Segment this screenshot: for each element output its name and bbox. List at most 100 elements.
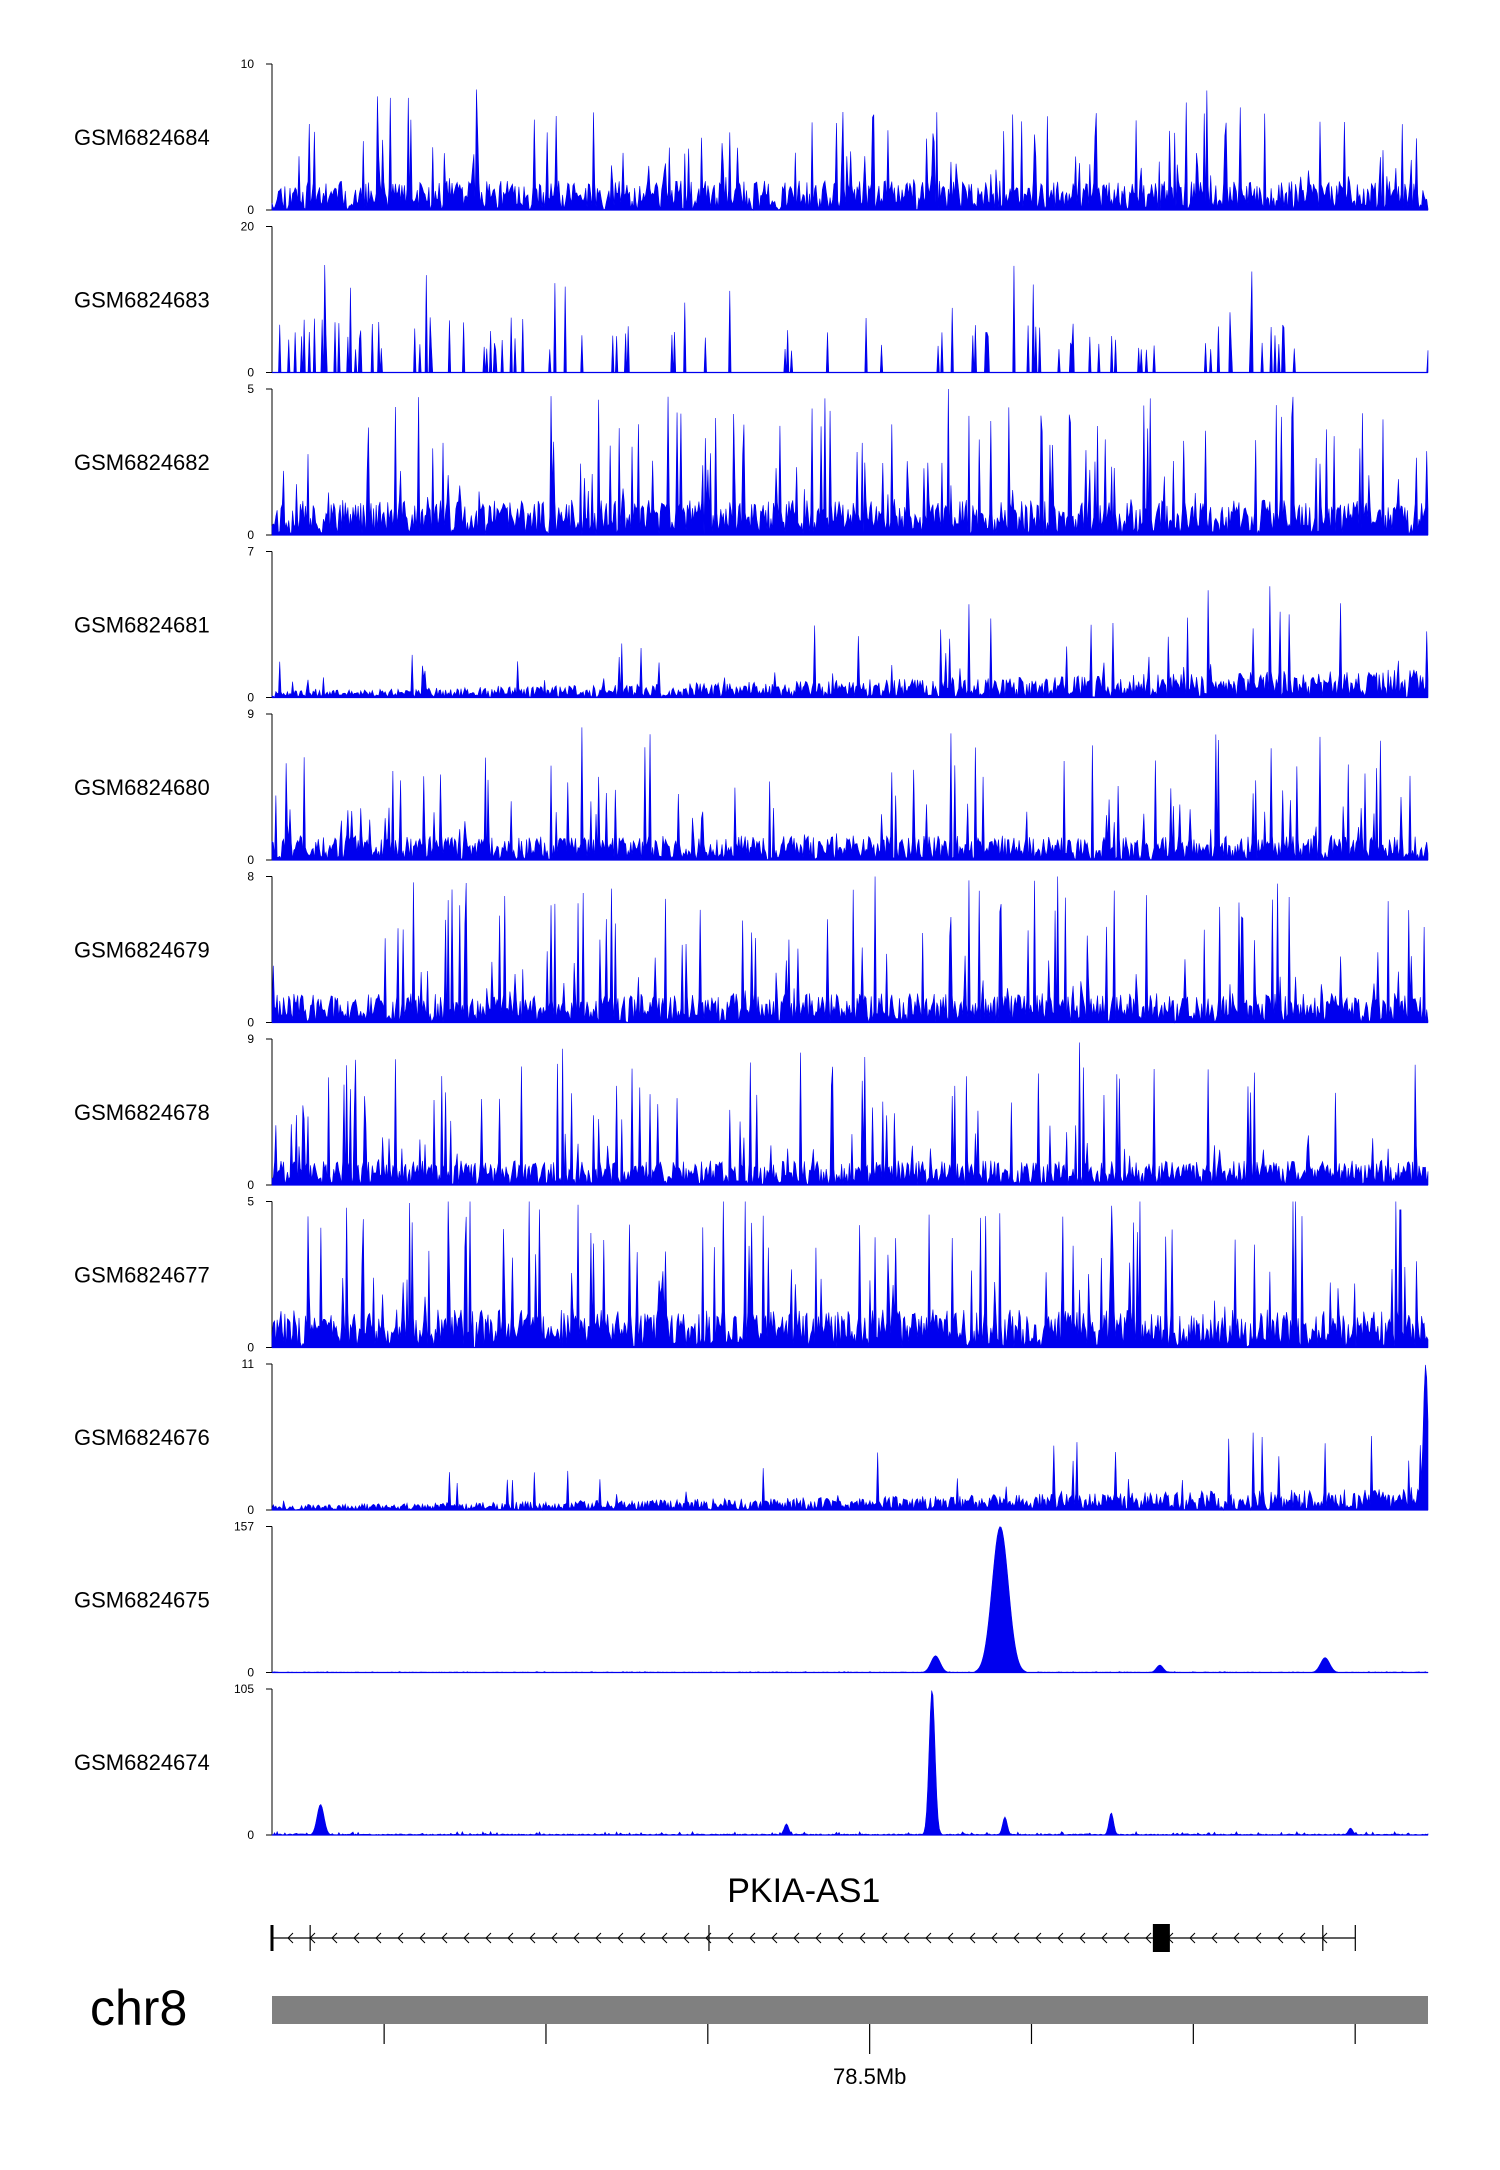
gene-strand-arrow [463, 1932, 470, 1944]
track-signal-area [271, 1364, 1429, 1511]
track-ymax-label: 5 [247, 1195, 254, 1209]
track-GSM6824682: GSM6824682 5 0 [74, 382, 1429, 542]
track-signal-area [271, 876, 1429, 1024]
gene-strand-arrow [1013, 1932, 1020, 1944]
track-ymin-label: 0 [247, 1016, 254, 1030]
axis-position-label: 78.5Mb [833, 2064, 906, 2089]
gene-strand-arrow [837, 1932, 844, 1944]
track-signal-area [271, 1201, 1429, 1348]
track-GSM6824677: GSM6824677 5 0 [74, 1195, 1429, 1355]
track-ymax-label: 11 [242, 1357, 255, 1371]
track-ymin-label: 0 [247, 1503, 254, 1517]
gene-strand-arrow [793, 1932, 800, 1944]
track-signal-area [271, 1690, 1429, 1836]
gene-strand-arrow [595, 1932, 602, 1944]
gene-strand-arrow [947, 1932, 954, 1944]
genomic-axis: 78.5Mb [383, 2024, 1356, 2089]
gene-strand-arrow [749, 1932, 756, 1944]
gene-strand-arrow [1057, 1932, 1064, 1944]
track-ymax-label: 9 [247, 707, 254, 721]
gene-strand-arrow [925, 1932, 932, 1944]
gene-strand-arrow [903, 1932, 910, 1944]
track-ymax-label: 8 [247, 870, 254, 884]
gene-strand-arrow [1189, 1932, 1196, 1944]
track-signal-area [271, 89, 1429, 211]
track-label: GSM6824679 [74, 938, 210, 963]
track-label: GSM6824676 [74, 1425, 210, 1450]
gene-strand-arrow [375, 1932, 382, 1944]
gene-strand-arrow [991, 1932, 998, 1944]
gene-strand-arrow [1079, 1932, 1086, 1944]
gene-strand-arrow [397, 1932, 404, 1944]
gene-strand-arrow [683, 1932, 690, 1944]
track-GSM6824678: GSM6824678 9 0 [74, 1032, 1429, 1192]
gene-name-label: PKIA-AS1 [727, 1872, 880, 1910]
track-ymin-label: 0 [247, 691, 254, 705]
gene-strand-arrow [331, 1932, 338, 1944]
gene-strand-arrow [485, 1932, 492, 1944]
track-ymin-label: 0 [247, 1341, 254, 1355]
gene-strand-arrow [529, 1932, 536, 1944]
track-ymax-label: 9 [247, 1032, 254, 1046]
gene-strand-arrow [727, 1932, 734, 1944]
track-ymin-label: 0 [247, 366, 254, 380]
gene-strand-arrow [1211, 1932, 1218, 1944]
track-ymin-label: 0 [247, 203, 254, 217]
track-signal-area [271, 727, 1429, 861]
chromosome-label: chr8 [90, 1980, 187, 2036]
chromosome-track: chr8 [90, 1980, 1428, 2036]
track-label: GSM6824674 [74, 1750, 210, 1775]
gene-strand-arrow [441, 1932, 448, 1944]
signal-tracks: GSM6824684100GSM6824683200GSM682468250GS… [74, 57, 1429, 1842]
track-GSM6824675: GSM6824675 157 0 [74, 1520, 1429, 1680]
track-ymax-label: 10 [241, 57, 255, 71]
track-GSM6824683: GSM6824683 20 0 [74, 220, 1429, 380]
track-signal-area [271, 586, 1429, 699]
track-ymin-label: 0 [247, 853, 254, 867]
track-ymax-label: 5 [247, 382, 254, 396]
gene-strand-arrow [881, 1932, 888, 1944]
gene-strand-arrow [1321, 1932, 1328, 1944]
gene-strand-arrow [617, 1932, 624, 1944]
chromosome-ideogram [272, 1996, 1428, 2024]
gene-strand-arrow [1299, 1932, 1306, 1944]
track-signal-area [272, 264, 1429, 373]
track-label: GSM6824677 [74, 1263, 210, 1288]
gene-strand-arrow [639, 1932, 646, 1944]
track-GSM6824679: GSM6824679 8 0 [74, 870, 1429, 1030]
track-GSM6824676: GSM6824676 11 0 [74, 1357, 1429, 1517]
gene-strand-arrow [1101, 1932, 1108, 1944]
track-label: GSM6824683 [74, 288, 210, 313]
gene-strand-arrow [507, 1932, 514, 1944]
gene-strand-arrow [1123, 1932, 1130, 1944]
gene-strand-arrow [771, 1932, 778, 1944]
track-ymin-label: 0 [247, 1666, 254, 1680]
gene-strand-arrow [859, 1932, 866, 1944]
gene-strand-arrow [1145, 1932, 1152, 1944]
track-label: GSM6824680 [74, 775, 210, 800]
track-label: GSM6824681 [74, 613, 210, 638]
gene-strand-arrow [815, 1932, 822, 1944]
track-signal-area [271, 388, 1429, 536]
gene-strand-arrow [1255, 1932, 1262, 1944]
gene-strand-arrow [969, 1932, 976, 1944]
track-label: GSM6824675 [74, 1588, 210, 1613]
track-label: GSM6824682 [74, 450, 210, 475]
track-signal-area [271, 1042, 1429, 1186]
track-ymin-label: 0 [247, 1828, 254, 1842]
gene-exon-block [1152, 1924, 1170, 1952]
track-ymax-label: 7 [247, 545, 254, 559]
gene-strand-arrow [551, 1932, 558, 1944]
track-ymax-label: 157 [234, 1520, 254, 1534]
gene-strand-arrow [419, 1932, 426, 1944]
track-signal-area [271, 1526, 1429, 1673]
track-GSM6824681: GSM6824681 7 0 [74, 545, 1429, 705]
track-GSM6824680: GSM6824680 9 0 [74, 707, 1429, 867]
track-ymin-label: 0 [247, 1178, 254, 1192]
gene-strand-arrow [353, 1932, 360, 1944]
gene-strand-arrow [1035, 1932, 1042, 1944]
gene-strand-arrow [287, 1932, 294, 1944]
track-GSM6824674: GSM6824674 105 0 [74, 1682, 1429, 1842]
track-label: GSM6824678 [74, 1100, 210, 1125]
